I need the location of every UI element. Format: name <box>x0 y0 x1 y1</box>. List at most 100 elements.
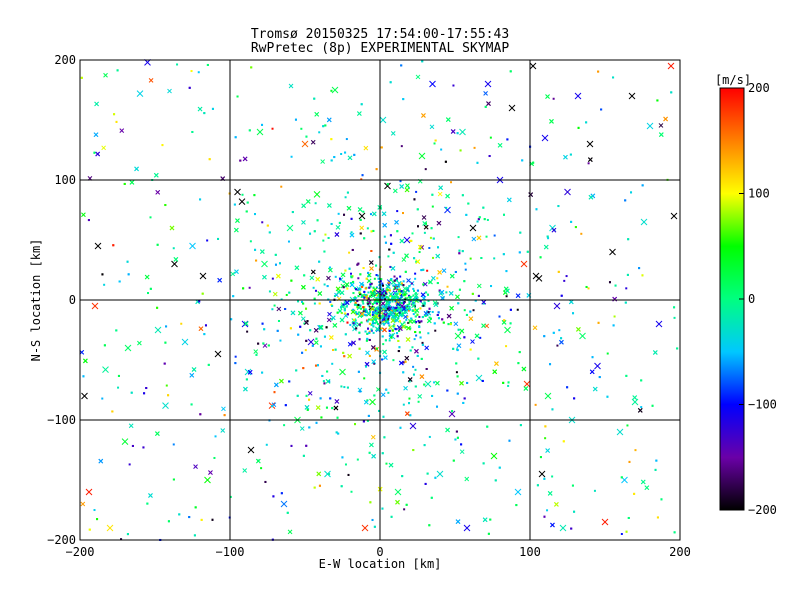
data-point-x <box>244 368 252 376</box>
cloud-point-x <box>347 353 353 359</box>
cloud-point-dot <box>423 444 426 447</box>
cloud-point-x <box>359 311 365 317</box>
cloud-point-dot <box>402 284 405 287</box>
cloud-point-dot <box>331 407 334 410</box>
cloud-point-x <box>563 154 568 160</box>
cloud-point-dot <box>368 451 371 454</box>
cloud-point-x <box>399 303 405 309</box>
cloud-point-dot <box>358 323 361 326</box>
cloud-point-dot <box>324 124 327 127</box>
cloud-point-dot <box>234 136 237 139</box>
cloud-point-dot <box>558 329 561 332</box>
cloud-point-dot <box>446 389 449 392</box>
cloud-point-dot <box>260 467 263 470</box>
cloud-point-dot <box>346 287 349 290</box>
cloud-point-dot <box>401 475 404 478</box>
cloud-point-dot <box>557 270 560 273</box>
cloud-point-x <box>414 308 420 313</box>
cloud-point-dot <box>415 260 418 263</box>
cloud-point-dot <box>403 508 406 511</box>
cloud-point-dot <box>421 60 424 63</box>
cloud-point-x <box>399 238 405 244</box>
cloud-point-dot <box>399 426 402 429</box>
cloud-point-dot <box>314 289 317 292</box>
cloud-point-dot <box>306 320 309 323</box>
cloud-point-dot <box>403 293 406 296</box>
cloud-point-x <box>287 529 293 535</box>
cloud-point-dot <box>172 478 175 481</box>
cloud-point-dot <box>505 295 508 298</box>
cloud-point-dot <box>392 251 395 254</box>
cloud-point-dot <box>246 330 249 333</box>
cloud-point-dot <box>333 156 336 159</box>
cloud-point-dot <box>450 181 453 184</box>
cloud-point-dot <box>378 281 381 284</box>
cloud-point-dot <box>422 268 425 271</box>
cloud-point-dot <box>489 136 492 139</box>
cloud-point-dot <box>357 295 360 298</box>
cloud-point-dot <box>421 343 424 346</box>
cloud-point-dot <box>255 259 258 262</box>
cloud-point-dot <box>373 277 376 280</box>
cloud-point-dot <box>455 430 458 433</box>
cloud-point-x <box>148 493 153 498</box>
data-point-x <box>102 366 109 373</box>
cloud-point-dot <box>405 306 408 309</box>
cloud-point-x <box>658 132 664 137</box>
cloud-point-dot <box>344 269 347 272</box>
cloud-point-x <box>632 395 638 400</box>
cloud-point-dot <box>431 310 434 313</box>
cloud-point-x <box>481 299 487 305</box>
cloud-point-dot <box>343 307 346 310</box>
cloud-point-dot <box>457 236 460 239</box>
cloud-point-dot <box>370 230 373 233</box>
cloud-point-x <box>390 131 396 136</box>
cloud-point-dot <box>346 321 349 324</box>
cloud-point-dot <box>515 504 518 507</box>
cloud-point-x <box>404 187 410 193</box>
cloud-point-dot <box>414 315 417 318</box>
cloud-point-dot <box>392 316 395 319</box>
cloud-point-dot <box>229 495 232 498</box>
cloud-point-x <box>492 369 498 375</box>
cloud-point-dot <box>302 454 305 457</box>
cloud-point-dot <box>375 297 378 300</box>
cloud-point-dot <box>640 406 643 409</box>
cloud-point-dot <box>418 326 421 329</box>
cloud-point-dot <box>300 127 303 130</box>
cloud-point-dot <box>598 376 601 379</box>
cloud-point-dot <box>428 307 431 310</box>
cloud-point-x <box>371 453 376 459</box>
cloud-point-x <box>433 302 439 308</box>
cloud-point-x <box>383 355 388 360</box>
cloud-point-x <box>81 212 86 218</box>
cloud-point-dot <box>342 303 345 306</box>
cloud-point-dot <box>428 435 431 438</box>
cloud-point-x <box>315 405 321 410</box>
cloud-point-dot <box>557 205 560 208</box>
cloud-point-dot <box>268 290 271 293</box>
cloud-point-dot <box>328 380 331 383</box>
cloud-point-dot <box>400 64 403 67</box>
cloud-point-dot <box>373 362 376 365</box>
cloud-point-dot <box>271 277 274 280</box>
cloud-point-x <box>415 259 421 264</box>
cloud-point-dot <box>409 239 412 242</box>
cloud-point-dot <box>408 305 411 308</box>
cloud-point-dot <box>295 369 298 372</box>
cloud-point-x <box>523 386 529 391</box>
cloud-point-dot <box>379 315 382 318</box>
cloud-point-dot <box>368 331 371 334</box>
cloud-point-dot <box>452 459 455 462</box>
cloud-point-dot <box>412 313 415 316</box>
cloud-point-dot <box>384 241 387 244</box>
cloud-point-dot <box>199 413 202 416</box>
data-point-x <box>280 500 288 508</box>
cloud-point-dot <box>377 277 380 280</box>
cloud-point-dot <box>381 452 384 455</box>
data-point-x <box>490 452 498 460</box>
cloud-point-dot <box>427 311 430 314</box>
cloud-point-dot <box>398 292 401 295</box>
cloud-point-dot <box>344 333 347 336</box>
cloud-point-dot <box>440 148 443 151</box>
